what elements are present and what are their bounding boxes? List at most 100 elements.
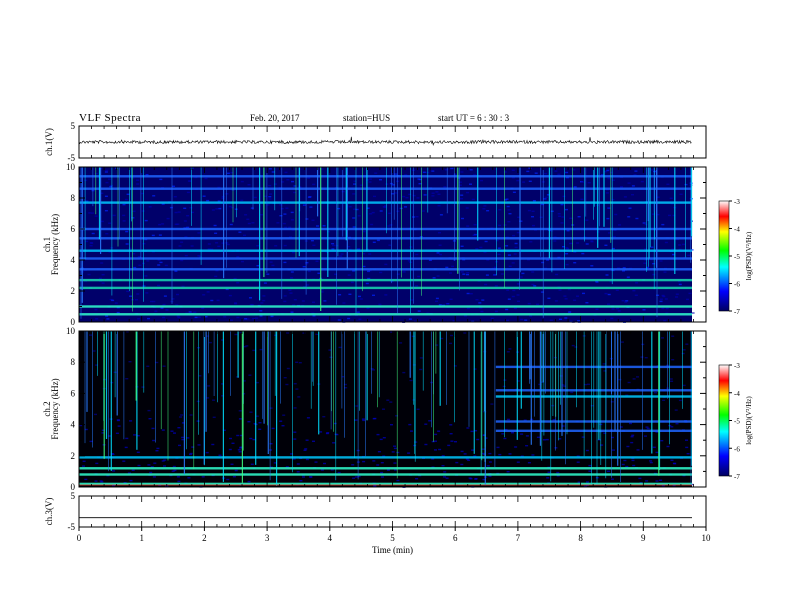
ch1-speckle (355, 208, 359, 211)
ch1-speckle (533, 285, 537, 287)
ch1-speckle (439, 253, 442, 256)
ch1-speckle (190, 245, 194, 247)
ch1-speckle (565, 171, 569, 174)
ch2-speckle (506, 471, 510, 473)
ch1-speckle (652, 263, 656, 265)
ch2-band (79, 482, 692, 486)
ch1-speckle (256, 245, 260, 247)
ch1-speckle (290, 211, 294, 214)
ch1-speckle (568, 311, 572, 313)
ch1-speckle (553, 236, 557, 238)
ch1-speckle (150, 300, 153, 303)
ch2-speckle (561, 425, 565, 427)
ch1-speckle (350, 281, 354, 284)
ch2-speckle (151, 427, 155, 430)
ch1-speckle (634, 294, 638, 296)
ch1-speckle (643, 248, 647, 250)
ch1-speckle (573, 262, 577, 264)
ch1-speckle (606, 169, 610, 172)
ch2-speckle (380, 462, 384, 464)
ch2-speckle (94, 413, 97, 416)
ch2-speckle (486, 465, 490, 467)
ch2-speckle (468, 477, 472, 479)
ch2-speckle (655, 431, 659, 433)
ch1-speckle (650, 169, 654, 171)
ch2-speckle (255, 381, 259, 384)
ch1-speckle (132, 253, 136, 255)
ch1-speckle (512, 234, 516, 237)
ch1-speckle (396, 210, 400, 212)
ch1-speckle (682, 243, 686, 246)
ch1-speckle (307, 177, 311, 179)
ch1-speckle (646, 266, 649, 269)
ch1-speckle (656, 196, 660, 198)
ch2-speckle (237, 449, 241, 451)
ch2-speckle (295, 361, 299, 363)
ch1-speckle (207, 243, 211, 245)
ch1-speckle (458, 184, 462, 186)
station-label: station=HUS (343, 113, 391, 123)
ch2-speckle (255, 415, 259, 417)
ch2-speckle (152, 476, 156, 478)
ch2-axis-label: Frequency (kHz) (50, 378, 60, 439)
ch1-speckle (479, 246, 483, 249)
ch1-speckle (663, 271, 667, 273)
ch2-speckle (212, 399, 216, 401)
ch2-speckle (207, 385, 211, 387)
ch1-speckle (260, 214, 264, 216)
ch1-speckle (396, 273, 400, 275)
ch1-speckle (180, 259, 184, 262)
ch2-speckle (125, 437, 129, 440)
ch1-speckle (94, 308, 98, 311)
ch2-speckle (630, 441, 634, 444)
ch2-speckle (558, 438, 562, 440)
ch2-speckle (674, 409, 678, 411)
ch1-speckle (482, 208, 486, 210)
ch2-spectrogram (79, 331, 694, 488)
ch1-speckle (511, 262, 515, 264)
ch2-speckle (503, 437, 507, 440)
ch2-speckle (379, 438, 383, 441)
ch1-speckle (559, 318, 562, 320)
ch2-speckle (297, 396, 301, 398)
ch1-speckle (310, 240, 314, 242)
ch2-speckle (208, 341, 212, 344)
ch1-speckle (169, 206, 173, 209)
ch2-speckle (402, 371, 406, 374)
ch1-speckle (161, 223, 165, 225)
ch1-speckle (172, 185, 175, 187)
ch2-speckle (250, 463, 254, 465)
ch1-speckle (558, 215, 562, 217)
ch1-speckle (217, 245, 221, 248)
ch2-speckle (341, 376, 345, 378)
ch1-speckle (307, 196, 311, 198)
ch1-speckle (607, 293, 611, 296)
ch1-speckle (516, 294, 520, 296)
ch2-speckle (101, 432, 105, 434)
ch2-speckle (155, 361, 159, 364)
ch2-speckle (632, 378, 636, 380)
ch2-speckle (645, 480, 649, 482)
ch1-speckle (543, 198, 547, 200)
ch1-speckle (233, 277, 237, 280)
ch1-speckle (452, 320, 456, 322)
ch2-speckle (94, 364, 98, 366)
ch2-ytick-label: 8 (71, 357, 76, 367)
ch2-speckle (161, 460, 165, 462)
ch1-speckle (631, 194, 634, 196)
ch2-speckle (333, 422, 337, 425)
ch1-band (79, 187, 692, 190)
ch2-speckle (239, 447, 243, 449)
ch1-speckle (652, 273, 656, 276)
ch2-speckle (122, 460, 126, 462)
ch1-speckle (431, 192, 435, 194)
ch1-speckle (516, 283, 520, 285)
ch1-speckle (111, 299, 115, 302)
ch2-speckle (632, 464, 636, 467)
ch1-speckle (230, 206, 234, 209)
ch1-speckle (178, 245, 182, 247)
ch1-speckle (317, 272, 321, 274)
ch1-speckle (665, 307, 669, 310)
ch1-speckle (368, 253, 372, 255)
ch2-speckle (221, 383, 224, 385)
